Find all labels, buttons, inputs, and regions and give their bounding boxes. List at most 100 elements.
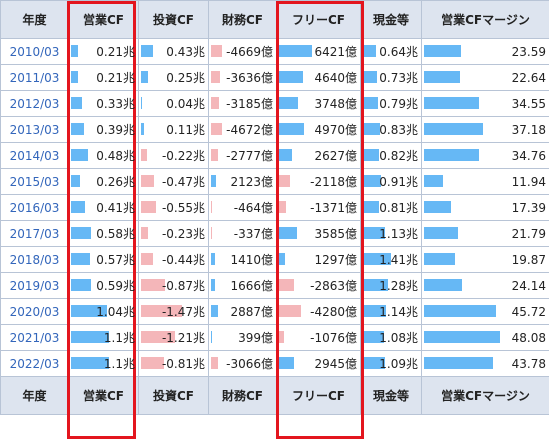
operating-cf-margin-value: 34.55: [511, 96, 546, 111]
operating-cf-margin-cell: 22.64: [421, 64, 549, 91]
cash-cell: 0.83兆: [360, 116, 422, 143]
investing-cf-value: -0.47兆: [161, 175, 205, 189]
table-row: 2011/03 0.21兆 0.25兆 -3636億 4640億 0.73兆 22.64: [0, 64, 549, 91]
footer-cell[interactable]: 営業CF: [68, 376, 139, 415]
operating-cf-margin-bar: [424, 97, 479, 109]
investing-cf-cell: -0.23兆: [138, 220, 209, 247]
financing-cf-value: 1666億: [230, 279, 273, 293]
financing-cf-cell: -3185億: [208, 90, 277, 117]
operating-cf-bar: [71, 279, 92, 291]
year-link[interactable]: 2018/03: [0, 246, 69, 273]
header-cell[interactable]: 投資CF: [138, 0, 209, 39]
footer-cell[interactable]: 投資CF: [138, 376, 209, 415]
free-cf-bar: [279, 97, 299, 109]
header-cell[interactable]: 現金等: [360, 0, 422, 39]
investing-cf-cell: -0.81兆: [138, 350, 209, 377]
year-link[interactable]: 2019/03: [0, 272, 69, 299]
operating-cf-margin-bar: [424, 227, 459, 239]
free-cf-bar: [279, 331, 285, 343]
free-cf-value: 2945億: [314, 357, 357, 371]
year-link[interactable]: 2016/03: [0, 194, 69, 221]
cash-value: 1.41兆: [379, 253, 418, 267]
footer-cell[interactable]: 現金等: [360, 376, 422, 415]
free-cf-cell: 2945億: [276, 350, 361, 377]
operating-cf-margin-cell: 34.76: [421, 142, 549, 169]
year-link[interactable]: 2011/03: [0, 64, 69, 91]
header-cell[interactable]: 財務CF: [208, 0, 277, 39]
operating-cf-margin-value: 24.14: [511, 278, 546, 293]
free-cf-cell: -1076億: [276, 324, 361, 351]
operating-cf-margin-cell: 11.94: [421, 168, 549, 195]
operating-cf-cell: 0.57兆: [68, 246, 139, 273]
financing-cf-bar: [211, 175, 217, 187]
footer-cell[interactable]: 財務CF: [208, 376, 277, 415]
free-cf-cell: 4640億: [276, 64, 361, 91]
free-cf-bar: [279, 45, 312, 57]
operating-cf-value: 0.57兆: [96, 253, 135, 267]
operating-cf-value: 1.1兆: [103, 331, 135, 345]
investing-cf-value: -0.55兆: [161, 201, 205, 215]
financing-cf-cell: 2123億: [208, 168, 277, 195]
operating-cf-value: 0.33兆: [96, 97, 135, 111]
year-link[interactable]: 2020/03: [0, 298, 69, 325]
financing-cf-cell: -4672億: [208, 116, 277, 143]
operating-cf-bar: [71, 305, 107, 317]
operating-cf-cell: 0.58兆: [68, 220, 139, 247]
investing-cf-bar: [141, 71, 149, 83]
cash-value: 0.83兆: [379, 123, 418, 137]
cash-bar: [363, 253, 392, 265]
operating-cf-cell: 1.1兆: [68, 324, 139, 351]
financing-cf-bar: [211, 357, 219, 369]
operating-cf-bar: [71, 331, 109, 343]
header-cell[interactable]: 営業CF: [68, 0, 139, 39]
year-link[interactable]: 2017/03: [0, 220, 69, 247]
header-cell[interactable]: フリーCF: [276, 0, 361, 39]
cash-value: 1.13兆: [379, 227, 418, 241]
free-cf-cell: -2118億: [276, 168, 361, 195]
cash-value: 1.28兆: [379, 279, 418, 293]
year-link[interactable]: 2015/03: [0, 168, 69, 195]
investing-cf-cell: 0.11兆: [138, 116, 209, 143]
operating-cf-margin-bar: [424, 357, 494, 369]
year-link[interactable]: 2013/03: [0, 116, 69, 143]
financing-cf-bar: [211, 71, 220, 83]
free-cf-cell: 1297億: [276, 246, 361, 273]
operating-cf-cell: 0.33兆: [68, 90, 139, 117]
investing-cf-bar: [141, 357, 164, 369]
free-cf-bar: [279, 357, 294, 369]
footer-cell[interactable]: 営業CFマージン: [421, 376, 549, 415]
investing-cf-value: -1.47兆: [161, 305, 205, 319]
investing-cf-cell: -0.22兆: [138, 142, 209, 169]
operating-cf-value: 0.21兆: [96, 71, 135, 85]
investing-cf-cell: 0.04兆: [138, 90, 209, 117]
header-cell[interactable]: 年度: [0, 0, 69, 39]
cash-bar: [363, 357, 385, 369]
year-link[interactable]: 2010/03: [0, 38, 69, 65]
operating-cf-margin-bar: [424, 45, 462, 57]
header-row: 年度 営業CF 投資CF 財務CF フリーCF 現金等 営業CFマージン: [0, 0, 549, 39]
cash-bar: [363, 331, 385, 343]
header-cell[interactable]: 営業CFマージン: [421, 0, 549, 39]
year-link[interactable]: 2014/03: [0, 142, 69, 169]
financing-cf-value: 399億: [238, 331, 273, 345]
operating-cf-margin-value: 43.78: [511, 356, 546, 371]
cash-cell: 1.13兆: [360, 220, 422, 247]
operating-cf-cell: 1.04兆: [68, 298, 139, 325]
financing-cf-value: -464億: [233, 201, 273, 215]
financing-cf-cell: -337億: [208, 220, 277, 247]
year-link[interactable]: 2012/03: [0, 90, 69, 117]
cash-bar: [363, 175, 381, 187]
investing-cf-bar: [141, 305, 183, 317]
table-body: 2010/03 0.21兆 0.43兆 -4669億 6421億 0.64兆 23.59 20…: [0, 38, 549, 377]
footer-cell[interactable]: 年度: [0, 376, 69, 415]
financing-cf-cell: 1666億: [208, 272, 277, 299]
free-cf-value: 3585億: [314, 227, 357, 241]
footer-cell[interactable]: フリーCF: [276, 376, 361, 415]
cash-bar: [363, 279, 389, 291]
financing-cf-value: -3636億: [226, 71, 273, 85]
investing-cf-bar: [141, 149, 148, 161]
operating-cf-margin-bar: [424, 149, 479, 161]
year-link[interactable]: 2021/03: [0, 324, 69, 351]
free-cf-bar: [279, 279, 294, 291]
year-link[interactable]: 2022/03: [0, 350, 69, 377]
